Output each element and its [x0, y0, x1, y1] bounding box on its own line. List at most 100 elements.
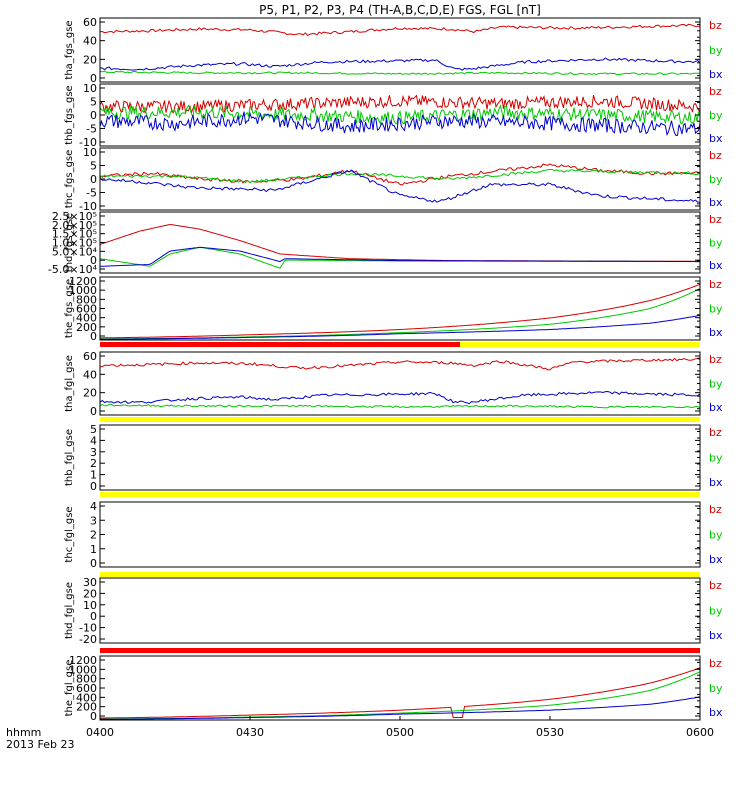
ytick-label: 40 — [83, 368, 97, 381]
ytick-label: 4 — [90, 434, 97, 447]
panel-thc_fgl_gse: 43 210 thc_fgl_gse bz by bx — [64, 500, 723, 577]
legend-bz: bz — [709, 657, 722, 670]
ytick-label: 2.0×10⁵ — [52, 219, 97, 232]
ytick-label: 200 — [76, 701, 97, 714]
ytick-label: 0 — [90, 173, 97, 186]
series-line-bx-tha_fgs_gse — [99, 57, 701, 71]
xtick-label: 0430 — [236, 726, 264, 739]
legend-bz: bz — [709, 149, 722, 162]
ytick-label: 1 — [90, 543, 97, 556]
legend-bx: bx — [709, 553, 723, 566]
y-axis-label: thc_fgl_gse — [64, 506, 75, 562]
ytick-label: 5 — [90, 423, 97, 436]
series-line-bx-thb_fgs_gse — [99, 111, 701, 137]
series-line-by-the_fgl_gse — [100, 671, 701, 720]
series-line-bx-thd_fgs_gse — [99, 246, 700, 267]
ytick-label: 0 — [90, 480, 97, 493]
series-line-by-tha_fgs_gse — [99, 70, 701, 76]
series-line-bz-thd_fgs_gse — [99, 224, 700, 262]
series-line-bz-tha_fgs_gse — [99, 23, 701, 37]
series-line-by-tha_fgl_gse — [99, 403, 701, 409]
ytick-label: 5 — [90, 96, 97, 109]
ytick-label: -5 — [86, 187, 97, 200]
legend-by: by — [709, 237, 723, 250]
series-line-by-thd_fgs_gse — [99, 246, 700, 269]
series-line-bz-the_fgs_gse — [100, 283, 701, 339]
ytick-label: 0 — [90, 405, 97, 418]
ytick-label: 200 — [76, 321, 97, 334]
legend-bx: bx — [709, 259, 723, 272]
series-line-by-the_fgs_gse — [100, 288, 701, 340]
legend-by: by — [709, 303, 723, 316]
time-axis: 0400 0430 0500 0530 0600 — [86, 716, 714, 739]
panel-thd_fgs_gse: 2.5×10⁵2.0×10⁵1.5×10⁵1.0×10⁵5.0×10⁴0-5.0… — [48, 210, 723, 276]
ytick-label: 0 — [90, 330, 97, 343]
flag-bar-yellow — [100, 572, 700, 577]
legend-bx: bx — [709, 401, 723, 414]
ytick-label: 10 — [83, 146, 97, 159]
ytick-label: 1200 — [69, 275, 97, 288]
flag-bar-yellow — [460, 342, 700, 347]
xtick-label: 0600 — [686, 726, 714, 739]
ytick-label: 600 — [76, 682, 97, 695]
series-line-bx-the_fgs_gse — [100, 314, 701, 340]
ytick-label: 10 — [83, 82, 97, 95]
y-axis-label: thb_fgs_gse — [64, 85, 75, 144]
legend-bz: bz — [709, 503, 722, 516]
legend-bz: bz — [709, 353, 722, 366]
ytick-label: 20 — [83, 587, 97, 600]
ytick-label: 400 — [76, 312, 97, 325]
xtick-label: 0500 — [386, 726, 414, 739]
series-line-by-thb_fgs_gse — [99, 104, 701, 126]
legend-bz: bz — [709, 213, 722, 226]
ytick-label: 0 — [90, 254, 97, 267]
ytick-label: 1000 — [69, 663, 97, 676]
footer-date: 2013 Feb 23 — [6, 738, 74, 751]
ytick-label: 2 — [90, 457, 97, 470]
legend-bx: bx — [709, 68, 723, 81]
ytick-label: -5 — [86, 123, 97, 136]
panel-tha_fgl_gse: 60 40 20 0 tha_fgl_gse bz by bx — [64, 350, 723, 422]
xtick-label: 0400 — [86, 726, 114, 739]
legend-bx: bx — [709, 629, 723, 642]
panel-frame-thc_fgl_gse — [99, 501, 701, 568]
flag-bar-yellow — [100, 417, 700, 422]
series-line-bx-tha_fgl_gse — [99, 390, 701, 405]
legend-bz: bz — [709, 278, 722, 291]
legend-bz: bz — [709, 85, 722, 98]
xtick-label: 0530 — [536, 726, 564, 739]
ytick-label: -20 — [79, 633, 97, 646]
ytick-label: 0 — [90, 710, 97, 723]
ytick-label: 60 — [83, 16, 97, 29]
series-line-bz-thb_fgs_gse — [99, 94, 701, 115]
flag-bar-red — [100, 648, 700, 653]
y-axis-label: thd_fgl_gse — [64, 582, 75, 639]
legend-bx: bx — [709, 476, 723, 489]
series-line-bx-thc_fgs_gse — [99, 169, 701, 203]
ytick-label: 10 — [83, 599, 97, 612]
ytick-label: 1.5×10⁵ — [52, 228, 97, 241]
ytick-label: -10 — [79, 200, 97, 213]
series-line-by-thc_fgs_gse — [99, 169, 701, 184]
flag-bar-yellow — [100, 492, 700, 497]
ytick-label: 20 — [83, 53, 97, 66]
ytick-label: 400 — [76, 691, 97, 704]
ytick-label: 2.5×10⁵ — [52, 210, 97, 223]
legend-by: by — [709, 109, 723, 122]
legend-by: by — [709, 682, 723, 695]
ytick-label: 3 — [90, 514, 97, 527]
ytick-label: 600 — [76, 303, 97, 316]
y-axis-label: thd_fgs_gse — [64, 213, 75, 272]
ytick-label: 1200 — [69, 654, 97, 667]
legend-by: by — [709, 44, 723, 57]
ytick-label: -10 — [79, 622, 97, 635]
ytick-label: 2 — [90, 529, 97, 542]
y-axis-label: tha_fgl_gse — [64, 355, 75, 412]
legend-bz: bz — [709, 19, 722, 32]
